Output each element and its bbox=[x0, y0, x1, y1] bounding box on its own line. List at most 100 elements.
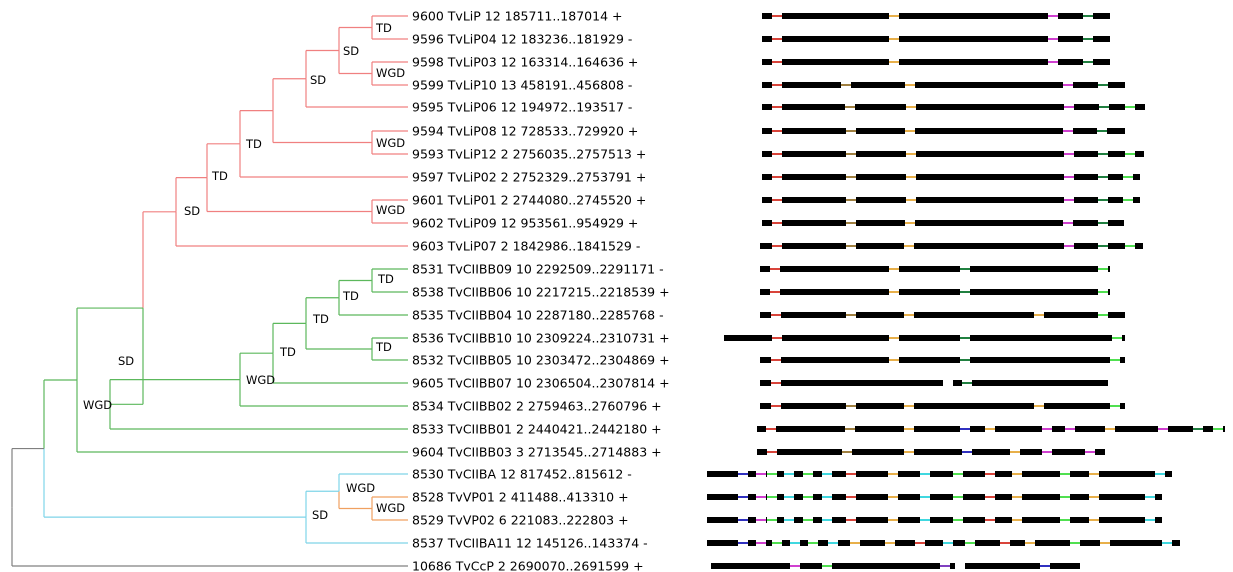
gene-gap bbox=[772, 59, 782, 61]
gene-gap bbox=[904, 453, 914, 455]
gene-domain-mark bbox=[846, 245, 856, 247]
gene-gap bbox=[943, 384, 953, 386]
gene-domain-mark bbox=[822, 473, 832, 475]
gene-gap bbox=[756, 475, 766, 477]
gene-exon-bar bbox=[724, 335, 1125, 341]
gene-gap bbox=[1097, 132, 1107, 134]
gene-domain-mark bbox=[803, 519, 813, 521]
gene-gap bbox=[790, 544, 800, 546]
gene-gap bbox=[766, 430, 776, 432]
gene-exon-bar bbox=[762, 59, 1110, 65]
gene-domain-mark bbox=[772, 61, 782, 63]
gene-gap bbox=[1098, 178, 1108, 180]
gene-gap bbox=[846, 174, 856, 176]
gene-domain-mark bbox=[1083, 15, 1093, 17]
gene-domain-mark bbox=[960, 291, 970, 293]
gene-domain-mark bbox=[1098, 199, 1108, 201]
gene-gap bbox=[738, 540, 748, 542]
gene-domain-mark bbox=[828, 542, 838, 544]
gene-domain-mark bbox=[846, 199, 856, 201]
gene-domain-mark bbox=[960, 428, 970, 430]
gene-gap bbox=[889, 293, 899, 295]
gene-domain-mark bbox=[889, 268, 899, 270]
gene-structure bbox=[762, 59, 1110, 65]
gene-gap bbox=[1060, 471, 1070, 473]
gene-domain-mark bbox=[822, 519, 832, 521]
gene-gap bbox=[904, 403, 914, 405]
gene-structure bbox=[762, 82, 1125, 88]
leaf-label: 9604 TvCIIBB03 3 2713545..2714883 + bbox=[412, 445, 662, 460]
gene-gap bbox=[1125, 104, 1135, 106]
gene-domain-mark bbox=[888, 496, 898, 498]
gene-gap bbox=[1162, 544, 1172, 546]
gene-gap bbox=[784, 521, 794, 523]
leaf-label: 9605 TvCIIBB07 10 2306504..2307814 + bbox=[412, 376, 670, 391]
node-event-label: SD bbox=[343, 44, 359, 58]
gene-gap bbox=[1012, 471, 1022, 473]
gene-gap bbox=[772, 63, 782, 65]
gene-gap bbox=[822, 498, 832, 500]
gene-gap bbox=[1123, 178, 1133, 180]
gene-domain-mark bbox=[1063, 130, 1073, 132]
gene-domain-mark bbox=[1098, 176, 1108, 178]
gene-gap bbox=[738, 498, 748, 500]
gene-gap bbox=[1034, 316, 1044, 318]
gene-gap bbox=[1048, 59, 1058, 61]
gene-domain-mark bbox=[1098, 291, 1108, 293]
gene-gap bbox=[771, 357, 781, 359]
gene-gap bbox=[772, 108, 782, 110]
gene-gap bbox=[828, 544, 838, 546]
gene-structure bbox=[707, 494, 1162, 500]
gene-gap bbox=[772, 151, 782, 153]
gene-gap bbox=[784, 475, 794, 477]
gene-gap bbox=[770, 289, 780, 291]
gene-gap bbox=[960, 293, 970, 295]
gene-domain-mark bbox=[1012, 473, 1022, 475]
gene-exon-bar bbox=[711, 563, 1080, 569]
gene-gap bbox=[905, 220, 915, 222]
gene-gap bbox=[756, 498, 766, 500]
gene-gap bbox=[772, 243, 782, 245]
gene-domain-mark bbox=[738, 473, 748, 475]
gene-exon-bar bbox=[762, 128, 1125, 134]
gene-domain-mark bbox=[790, 565, 800, 567]
gene-gap bbox=[1012, 498, 1022, 500]
gene-gap bbox=[960, 335, 970, 337]
gene-gap bbox=[1089, 475, 1099, 477]
gene-domain-mark bbox=[1064, 106, 1074, 108]
gene-gap bbox=[738, 517, 748, 519]
gene-gap bbox=[985, 517, 995, 519]
leaf-label: 8536 TvCIIBB10 10 2309224..2310731 + bbox=[412, 331, 670, 346]
gene-gap bbox=[1145, 517, 1155, 519]
gene-domain-mark bbox=[953, 496, 963, 498]
gene-gap bbox=[985, 426, 995, 428]
gene-gap bbox=[767, 498, 777, 500]
gene-gap bbox=[906, 104, 916, 106]
gene-domain-mark bbox=[920, 496, 930, 498]
node-event-label: SD bbox=[118, 354, 134, 368]
gene-domain-mark bbox=[906, 176, 916, 178]
gene-domain-mark bbox=[822, 565, 832, 567]
node-event-label: TD bbox=[342, 289, 359, 303]
gene-gap bbox=[1065, 426, 1075, 428]
gene-gap bbox=[767, 449, 777, 451]
gene-gap bbox=[905, 82, 915, 84]
gene-gap bbox=[772, 220, 782, 222]
node-event-label: TD bbox=[279, 345, 296, 359]
gene-gap bbox=[905, 224, 915, 226]
gene-gap bbox=[953, 498, 963, 500]
gene-gap bbox=[846, 517, 856, 519]
gene-gap bbox=[846, 243, 856, 245]
leaf-label: 9603 TvLiP07 2 1842986..1841529 - bbox=[412, 239, 640, 254]
gene-gap bbox=[888, 521, 898, 523]
gene-gap bbox=[904, 430, 914, 432]
gene-domain-mark bbox=[889, 291, 899, 293]
gene-gap bbox=[756, 521, 766, 523]
gene-gap bbox=[770, 293, 780, 295]
gene-domain-mark bbox=[784, 519, 794, 521]
gene-domain-mark bbox=[771, 314, 781, 316]
gene-exon-bar bbox=[762, 36, 1110, 42]
gene-gap bbox=[965, 544, 975, 546]
gene-gap bbox=[846, 475, 856, 477]
gene-domain-mark bbox=[889, 38, 899, 40]
